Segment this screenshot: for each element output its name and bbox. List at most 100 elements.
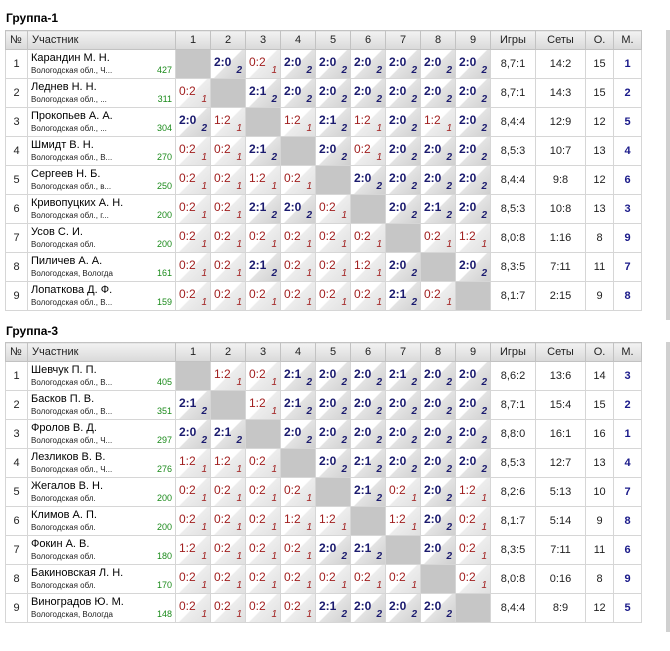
match-result-cell[interactable]: 0:2 1 <box>210 535 246 565</box>
player-name[interactable]: Лезликов В. В. <box>31 451 106 463</box>
match-result-cell[interactable]: 2:0 2 <box>420 78 456 108</box>
header-opponent-2[interactable]: 2 <box>210 342 246 362</box>
match-result-cell[interactable]: 2:1 2 <box>315 593 351 623</box>
header-opponent-6[interactable]: 6 <box>350 342 386 362</box>
match-result-cell[interactable]: 0:2 1 <box>245 361 281 391</box>
match-result-cell[interactable]: 0:2 1 <box>210 223 246 253</box>
match-result-cell[interactable]: 0:2 1 <box>385 564 421 594</box>
header-place[interactable]: М. <box>613 30 642 50</box>
match-result-cell[interactable]: 0:2 1 <box>245 564 281 594</box>
header-sets[interactable]: Сеты <box>535 30 586 50</box>
match-result-cell[interactable]: 2:0 2 <box>455 252 491 282</box>
match-result-cell[interactable]: 2:0 2 <box>350 593 386 623</box>
header-opponent-3[interactable]: 3 <box>245 342 281 362</box>
match-result-cell[interactable]: 2:0 2 <box>385 448 421 478</box>
match-result-cell[interactable]: 1:2 1 <box>385 506 421 536</box>
match-result-cell[interactable]: 2:1 2 <box>350 477 386 507</box>
match-result-cell[interactable]: 2:0 2 <box>315 419 351 449</box>
player-cell[interactable]: Виноградов Ю. М. Вологодская, Вологда 148 <box>27 593 176 623</box>
player-cell[interactable]: Климов А. П. Вологодская обл. 200 <box>27 506 176 536</box>
header-games[interactable]: Игры <box>490 30 536 50</box>
match-result-cell[interactable]: 2:0 2 <box>455 194 491 224</box>
match-result-cell[interactable]: 0:2 1 <box>315 564 351 594</box>
match-result-cell[interactable]: 1:2 1 <box>245 165 281 195</box>
header-opponent-1[interactable]: 1 <box>175 30 211 50</box>
match-result-cell[interactable]: 0:2 1 <box>210 477 246 507</box>
match-result-cell[interactable]: 2:0 2 <box>455 390 491 420</box>
match-result-cell[interactable]: 0:2 1 <box>210 194 246 224</box>
match-result-cell[interactable]: 2:0 2 <box>420 361 456 391</box>
match-result-cell[interactable]: 2:0 2 <box>350 165 386 195</box>
match-result-cell[interactable]: 2:0 2 <box>420 419 456 449</box>
match-result-cell[interactable]: 0:2 1 <box>175 281 211 311</box>
match-result-cell[interactable]: 2:1 2 <box>175 390 211 420</box>
match-result-cell[interactable]: 2:1 2 <box>350 535 386 565</box>
match-result-cell[interactable]: 2:0 2 <box>385 78 421 108</box>
match-result-cell[interactable]: 2:0 2 <box>455 361 491 391</box>
match-result-cell[interactable]: 2:0 2 <box>315 535 351 565</box>
player-name[interactable]: Карандин М. Н. <box>31 52 110 64</box>
match-result-cell[interactable]: 0:2 1 <box>280 564 316 594</box>
match-result-cell[interactable]: 1:2 1 <box>175 535 211 565</box>
player-name[interactable]: Жегалов В. Н. <box>31 480 104 492</box>
header-points[interactable]: О. <box>585 342 614 362</box>
match-result-cell[interactable]: 0:2 1 <box>315 194 351 224</box>
header-points[interactable]: О. <box>585 30 614 50</box>
match-result-cell[interactable]: 2:0 2 <box>280 419 316 449</box>
match-result-cell[interactable]: 0:2 1 <box>350 564 386 594</box>
match-result-cell[interactable]: 2:0 2 <box>385 390 421 420</box>
match-result-cell[interactable]: 2:0 2 <box>420 593 456 623</box>
match-result-cell[interactable]: 2:0 2 <box>350 390 386 420</box>
match-result-cell[interactable]: 1:2 1 <box>210 107 246 137</box>
match-result-cell[interactable]: 2:0 2 <box>280 194 316 224</box>
match-result-cell[interactable]: 0:2 1 <box>280 252 316 282</box>
header-opponent-9[interactable]: 9 <box>455 342 491 362</box>
match-result-cell[interactable]: 1:2 1 <box>280 506 316 536</box>
match-result-cell[interactable]: 2:0 2 <box>455 49 491 79</box>
header-sets[interactable]: Сеты <box>535 342 586 362</box>
player-cell[interactable]: Карандин М. Н. Вологодская обл., Ч... 427 <box>27 49 176 79</box>
match-result-cell[interactable]: 2:1 2 <box>350 448 386 478</box>
match-result-cell[interactable]: 0:2 1 <box>175 593 211 623</box>
match-result-cell[interactable]: 2:1 2 <box>210 419 246 449</box>
match-result-cell[interactable]: 1:2 1 <box>210 361 246 391</box>
player-cell[interactable]: Шевчук П. П. Вологодская обл., В... 405 <box>27 361 176 391</box>
match-result-cell[interactable]: 2:0 2 <box>350 361 386 391</box>
player-cell[interactable]: Сергеев Н. Б. Вологодская обл., в... 250 <box>27 165 176 195</box>
match-result-cell[interactable]: 0:2 1 <box>385 477 421 507</box>
match-result-cell[interactable]: 0:2 1 <box>280 477 316 507</box>
match-result-cell[interactable]: 2:0 2 <box>350 78 386 108</box>
match-result-cell[interactable]: 2:0 2 <box>455 419 491 449</box>
player-name[interactable]: Шмидт В. Н. <box>31 139 94 151</box>
player-name[interactable]: Усов С. И. <box>31 226 83 238</box>
match-result-cell[interactable]: 1:2 1 <box>280 107 316 137</box>
match-result-cell[interactable]: 0:2 1 <box>175 194 211 224</box>
header-place[interactable]: М. <box>613 342 642 362</box>
player-name[interactable]: Пиличев А. А. <box>31 255 103 267</box>
match-result-cell[interactable]: 0:2 1 <box>175 506 211 536</box>
match-result-cell[interactable]: 0:2 1 <box>175 477 211 507</box>
match-result-cell[interactable]: 2:1 2 <box>245 194 281 224</box>
player-cell[interactable]: Лопаткова Д. Ф. Вологодская обл., В... 159 <box>27 281 176 311</box>
match-result-cell[interactable]: 2:1 2 <box>385 281 421 311</box>
player-name[interactable]: Басков П. В. <box>31 393 95 405</box>
match-result-cell[interactable]: 0:2 1 <box>210 136 246 166</box>
player-name[interactable]: Бакиновская Л. Н. <box>31 567 124 579</box>
match-result-cell[interactable]: 2:1 2 <box>245 136 281 166</box>
player-name[interactable]: Виноградов Ю. М. <box>31 596 124 608</box>
match-result-cell[interactable]: 0:2 1 <box>350 281 386 311</box>
match-result-cell[interactable]: 0:2 1 <box>420 281 456 311</box>
match-result-cell[interactable]: 0:2 1 <box>245 477 281 507</box>
player-name[interactable]: Кривопуцких А. Н. <box>31 197 124 209</box>
match-result-cell[interactable]: 2:0 2 <box>420 477 456 507</box>
match-result-cell[interactable]: 0:2 1 <box>455 506 491 536</box>
match-result-cell[interactable]: 0:2 1 <box>245 506 281 536</box>
match-result-cell[interactable]: 1:2 1 <box>455 477 491 507</box>
player-name[interactable]: Климов А. П. <box>31 509 97 521</box>
player-name[interactable]: Фокин А. В. <box>31 538 90 550</box>
match-result-cell[interactable]: 1:2 1 <box>175 448 211 478</box>
match-result-cell[interactable]: 0:2 1 <box>280 281 316 311</box>
header-participant[interactable]: Участник <box>27 30 176 50</box>
match-result-cell[interactable]: 0:2 1 <box>210 506 246 536</box>
player-name[interactable]: Прокопьев А. А. <box>31 110 113 122</box>
